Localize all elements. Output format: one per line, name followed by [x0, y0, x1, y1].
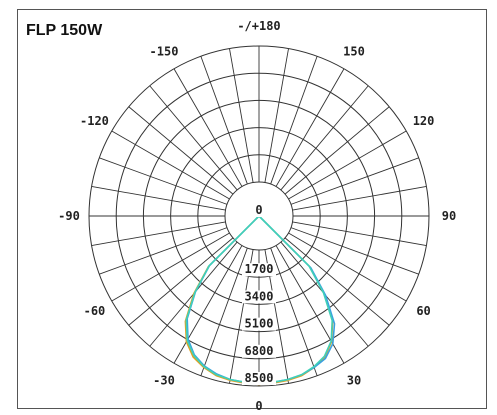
- angle-tick-label: -90: [58, 209, 80, 223]
- radial-tick-label: 1700: [245, 262, 274, 276]
- grid-spoke: [270, 56, 318, 185]
- grid-spoke: [280, 85, 369, 191]
- angle-tick-label: -120: [80, 114, 109, 128]
- radial-tick-label: 6800: [245, 344, 274, 358]
- radial-tick-label: 8500: [245, 371, 274, 385]
- angle-tick-label: 0: [255, 399, 262, 413]
- angle-tick-label: 120: [413, 114, 435, 128]
- radial-label-bg: [242, 317, 276, 331]
- chart-title: FLP 150W: [26, 22, 103, 39]
- radial-tick-label: 5100: [245, 317, 274, 331]
- angle-tick-label: -60: [84, 304, 106, 318]
- radial-label-bg: [242, 372, 276, 385]
- angle-tick-label: -/+180: [237, 19, 280, 33]
- angle-tick-label: -30: [153, 374, 175, 388]
- angle-tick-label: 90: [442, 209, 456, 223]
- grid-spoke: [290, 157, 419, 205]
- grid-spoke: [200, 56, 248, 185]
- angle-tick-label: 60: [416, 304, 430, 318]
- chart-frame: [17, 9, 487, 409]
- grid-spoke: [91, 221, 226, 246]
- grid-spoke: [284, 237, 390, 326]
- angle-tick-label: 150: [343, 44, 365, 58]
- radial-label-bg: [242, 344, 276, 358]
- grid-spoke: [200, 247, 248, 376]
- grid-spoke: [173, 245, 243, 364]
- grid-spoke: [99, 227, 228, 275]
- radial-labels: 0 1700 3400 5100 6800 8500: [242, 203, 276, 385]
- grid-spoke: [275, 68, 345, 187]
- angle-tick-label: -150: [150, 44, 179, 58]
- grid-spoke: [292, 186, 427, 211]
- grid-spoke: [288, 130, 407, 200]
- grid-spoke: [149, 85, 238, 191]
- radial-label-bg: [242, 290, 276, 304]
- polar-grid: [88, 45, 430, 387]
- radial-tick-label: 0: [255, 203, 262, 217]
- grid-spoke: [91, 186, 226, 211]
- grid-spoke: [292, 221, 427, 246]
- grid-spoke: [99, 157, 228, 205]
- radial-label-bg: [253, 204, 265, 217]
- grid-spoke: [128, 106, 234, 195]
- angle-labels: 0 30 -30 60 -60 90 -90 120 -120 150 -150 -/+180: [58, 19, 456, 413]
- grid-spoke: [270, 247, 318, 376]
- grid-spoke: [128, 237, 234, 326]
- grid-spoke: [111, 130, 230, 200]
- grid-spoke: [264, 48, 289, 183]
- grid-spoke: [229, 48, 254, 183]
- grid-spoke: [111, 232, 230, 302]
- radial-label-bg: [242, 263, 276, 277]
- grid-spoke: [173, 68, 243, 187]
- grid-spoke: [290, 227, 419, 275]
- radial-tick-label: 3400: [245, 289, 274, 303]
- grid-spoke: [288, 232, 407, 302]
- angle-tick-label: 30: [347, 374, 361, 388]
- grid-spoke: [284, 106, 390, 195]
